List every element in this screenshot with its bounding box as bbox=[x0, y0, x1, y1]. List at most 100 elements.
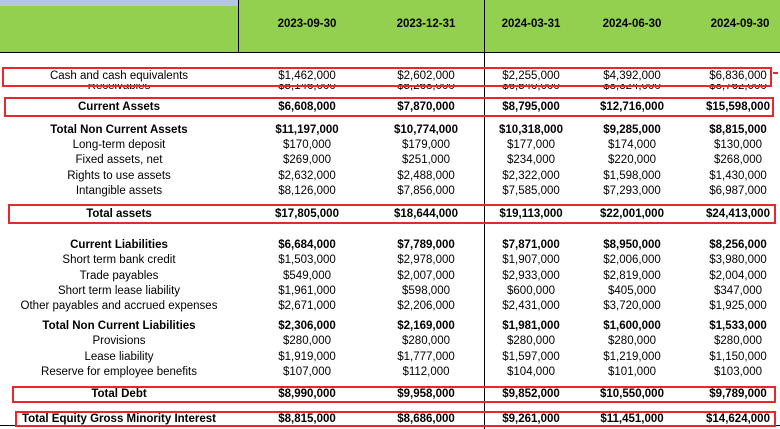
cell-value: $174,000 bbox=[608, 139, 656, 151]
row-label: Long-term deposit bbox=[72, 139, 166, 151]
cell-value: $405,000 bbox=[608, 285, 656, 297]
row-long-term-deposit: Long-term deposit $170,000 $179,000 $177… bbox=[0, 138, 780, 152]
cell-value: $549,000 bbox=[283, 270, 331, 282]
cell-value: $112,000 bbox=[402, 366, 450, 378]
cell-value: $280,000 bbox=[402, 335, 450, 347]
header-divider bbox=[238, 0, 239, 52]
row-label: Cash and cash equivalents bbox=[49, 70, 189, 82]
cell-value: $2,632,000 bbox=[278, 170, 336, 182]
cell-value: $1,907,000 bbox=[502, 254, 560, 266]
cell-value: $8,795,000 bbox=[502, 101, 560, 113]
cell-value: $9,789,000 bbox=[709, 388, 767, 400]
cell-value: $269,000 bbox=[283, 154, 331, 166]
cell-value: $9,958,000 bbox=[397, 388, 455, 400]
cell-value: $10,318,000 bbox=[499, 124, 563, 136]
cell-value: $280,000 bbox=[714, 335, 762, 347]
cell-value: $11,197,000 bbox=[275, 124, 339, 136]
cell-value: $600,000 bbox=[507, 285, 555, 297]
cell-value: $7,789,000 bbox=[397, 239, 455, 251]
cell-value: $177,000 bbox=[507, 139, 555, 151]
cell-value: $2,602,000 bbox=[397, 70, 455, 82]
cell-value: $8,762,000 bbox=[709, 84, 767, 92]
row-label: Reserve for employee benefits bbox=[41, 366, 197, 378]
cell-value: $18,644,000 bbox=[394, 208, 458, 220]
row-total-assets: Total assets $17,805,000 $18,644,000 $19… bbox=[0, 207, 780, 221]
cell-value: $19,113,000 bbox=[499, 208, 563, 220]
cell-value: $2,671,000 bbox=[278, 300, 336, 312]
cell-value: $8,324,000 bbox=[603, 84, 661, 92]
row-other-payables: Other payables and accrued expenses $2,6… bbox=[0, 299, 780, 313]
cell-value: $2,933,000 bbox=[502, 270, 560, 282]
row-label: Fixed assets, net bbox=[75, 154, 163, 166]
row-intangible-assets: Intangible assets $8,126,000 $7,856,000 … bbox=[0, 184, 780, 198]
row-label: Total Equity Gross Minority Interest bbox=[21, 413, 217, 425]
row-label: Other payables and accrued expenses bbox=[20, 300, 218, 312]
cell-value: $9,852,000 bbox=[502, 388, 560, 400]
cell-value: $6,836,000 bbox=[709, 70, 767, 82]
cell-value: $8,815,000 bbox=[278, 413, 336, 425]
highlight-box-cash-tick bbox=[773, 72, 778, 74]
cell-value: $2,819,000 bbox=[603, 270, 661, 282]
column-header-2024-06-30: 2024-06-30 bbox=[602, 18, 662, 30]
row-total-equity: Total Equity Gross Minority Interest $8,… bbox=[0, 412, 780, 426]
row-label: Trade payables bbox=[79, 270, 159, 282]
cell-value: $1,600,000 bbox=[603, 320, 661, 332]
row-label: Current Liabilities bbox=[70, 239, 168, 251]
cell-value: $2,004,000 bbox=[709, 270, 767, 282]
cell-value: $179,000 bbox=[402, 139, 450, 151]
cell-value: $5,146,000 bbox=[278, 84, 336, 92]
cell-value: $12,716,000 bbox=[600, 101, 664, 113]
cell-value: $10,774,000 bbox=[394, 124, 458, 136]
cell-value: $6,684,000 bbox=[278, 239, 336, 251]
cell-value: $170,000 bbox=[283, 139, 331, 151]
cell-value: $7,871,000 bbox=[502, 239, 560, 251]
cell-value: $234,000 bbox=[507, 154, 555, 166]
cell-value: $280,000 bbox=[283, 335, 331, 347]
cell-value: $2,431,000 bbox=[502, 300, 560, 312]
cell-value: $7,856,000 bbox=[397, 185, 455, 197]
row-total-debt: Total Debt $8,990,000 $9,958,000 $9,852,… bbox=[0, 387, 780, 401]
cell-value: $1,981,000 bbox=[502, 320, 560, 332]
cell-value: $1,219,000 bbox=[603, 351, 661, 363]
cell-value: $1,503,000 bbox=[278, 254, 336, 266]
cell-value: $220,000 bbox=[608, 154, 656, 166]
cell-value: $2,006,000 bbox=[603, 254, 661, 266]
cell-value: $7,585,000 bbox=[502, 185, 560, 197]
row-label: Provisions bbox=[92, 335, 146, 347]
row-total-non-current-liabilities: Total Non Current Liabilities $2,306,000… bbox=[0, 319, 780, 333]
cell-value: $7,870,000 bbox=[397, 101, 455, 113]
cell-value: $280,000 bbox=[507, 335, 555, 347]
cell-value: $598,000 bbox=[402, 285, 450, 297]
cell-value: $104,000 bbox=[507, 366, 555, 378]
cell-value: $1,462,000 bbox=[278, 70, 336, 82]
cell-value: $22,001,000 bbox=[600, 208, 664, 220]
cell-value: $1,150,000 bbox=[709, 351, 767, 363]
row-label: Short term lease liability bbox=[57, 285, 181, 297]
cell-value: $6,987,000 bbox=[709, 185, 767, 197]
header-bottom-rule bbox=[0, 52, 780, 53]
cell-value: $1,597,000 bbox=[502, 351, 560, 363]
cell-value: $9,285,000 bbox=[603, 124, 661, 136]
cell-value: $1,777,000 bbox=[397, 351, 455, 363]
row-label: Total Non Current Liabilities bbox=[42, 320, 196, 332]
cell-value: $8,126,000 bbox=[278, 185, 336, 197]
cell-value: $268,000 bbox=[714, 154, 762, 166]
cell-value: $14,624,000 bbox=[706, 413, 770, 425]
cell-value: $7,293,000 bbox=[603, 185, 661, 197]
cell-value: $2,169,000 bbox=[397, 320, 455, 332]
highlight-box-total-assets bbox=[8, 204, 776, 224]
row-short-term-bank-credit: Short term bank credit $1,503,000 $2,978… bbox=[0, 253, 780, 267]
cell-value: $24,413,000 bbox=[706, 208, 770, 220]
row-rights-to-use-assets: Rights to use assets $2,632,000 $2,488,0… bbox=[0, 169, 780, 183]
row-label: Receivables bbox=[87, 84, 151, 92]
cell-value: $6,540,000 bbox=[502, 84, 560, 92]
cell-value: $1,598,000 bbox=[603, 170, 661, 182]
cell-value: $130,000 bbox=[714, 139, 762, 151]
row-provisions: Provisions $280,000 $280,000 $280,000 $2… bbox=[0, 334, 780, 348]
row-short-term-lease-liability: Short term lease liability $1,961,000 $5… bbox=[0, 284, 780, 298]
cell-value: $15,598,000 bbox=[706, 101, 770, 113]
cell-value: $1,925,000 bbox=[709, 300, 767, 312]
cell-value: $8,990,000 bbox=[278, 388, 336, 400]
header-corner-band bbox=[0, 0, 238, 6]
